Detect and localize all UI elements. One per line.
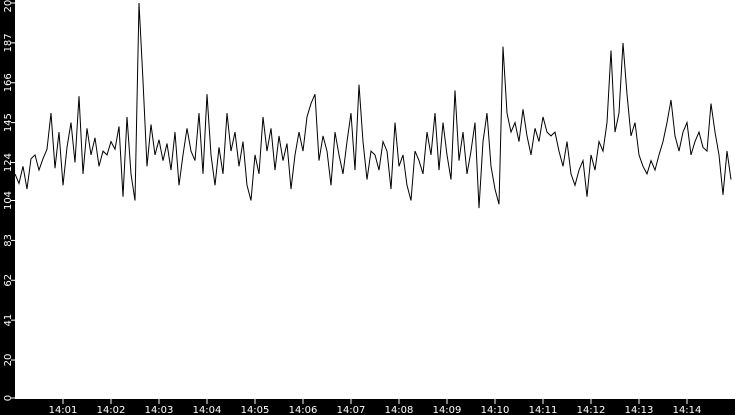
x-tick-label: 14:06 xyxy=(289,405,318,415)
y-tick-label: 145 xyxy=(3,113,14,132)
x-tick-label: 14:02 xyxy=(97,405,126,415)
x-tick-label: 14:07 xyxy=(337,405,366,415)
plot-area xyxy=(15,0,735,399)
y-axis: 0 20 41 62 83 104 124 145 166 187 208 xyxy=(3,0,15,401)
x-tick-label: 14:09 xyxy=(433,405,462,415)
series-line xyxy=(14,2,732,209)
x-tick-label: 14:03 xyxy=(145,405,174,415)
x-tick-label: 14:10 xyxy=(481,405,510,415)
x-tick-label: 14:11 xyxy=(529,405,558,415)
x-tick-label: 14:13 xyxy=(625,405,654,415)
y-tick-label: 166 xyxy=(3,73,14,92)
x-tick-label: 14:04 xyxy=(193,405,222,415)
x-tick-label: 14:12 xyxy=(577,405,606,415)
x-tick-label: 14:01 xyxy=(49,405,78,415)
y-tick-label: 62 xyxy=(3,274,14,287)
x-axis: 14:01 14:02 14:03 14:04 14:05 14:06 14:07 14:08… xyxy=(49,399,702,415)
x-tick-label: 14:05 xyxy=(241,405,270,415)
y-tick-label: 0 xyxy=(3,395,14,401)
x-tick-label: 14:14 xyxy=(673,405,702,415)
y-tick-label: 187 xyxy=(3,33,14,52)
y-tick-label: 83 xyxy=(3,234,14,247)
y-tick-label: 208 xyxy=(3,0,14,13)
y-tick-label: 41 xyxy=(3,314,14,327)
x-tick-label: 14:08 xyxy=(385,405,414,415)
y-tick-label: 104 xyxy=(3,191,14,210)
y-tick-label: 20 xyxy=(3,354,14,367)
y-tick-label: 124 xyxy=(3,153,14,172)
